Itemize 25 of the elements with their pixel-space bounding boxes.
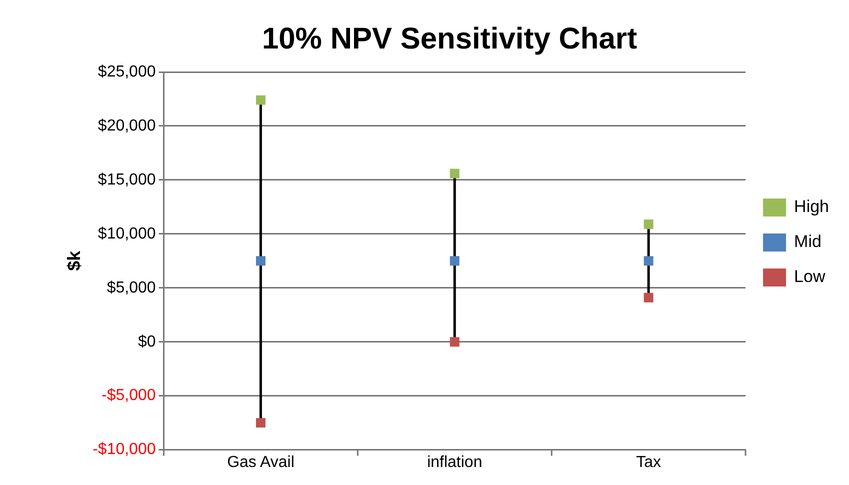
y-tick-label: $20,000 [98, 117, 156, 134]
legend-label: Low [794, 267, 826, 286]
y-axis-title: $k [64, 250, 84, 271]
x-tick-label: Tax [636, 454, 662, 471]
legend-label: Mid [794, 232, 822, 252]
y-tick-label: $5,000 [106, 279, 156, 296]
x-tick-label: inflation [427, 454, 482, 471]
y-tick-label: $10,000 [98, 225, 156, 242]
point [450, 256, 460, 266]
point [256, 95, 266, 105]
y-tick-label: -$5,000 [102, 387, 156, 404]
point [644, 292, 654, 302]
point [256, 256, 266, 266]
y-tick-label: $25,000 [98, 63, 156, 80]
x-tick-label: Gas Avail [227, 454, 294, 471]
legend-label: High [794, 197, 830, 216]
point [450, 168, 460, 178]
point [256, 418, 266, 428]
point [644, 256, 654, 266]
y-tick-label: $15,000 [98, 171, 156, 188]
chart-title: 10% NPV Sensitivity Chart [262, 22, 638, 56]
point [450, 337, 460, 347]
point [644, 219, 654, 229]
y-tick-label: $0 [138, 333, 156, 350]
y-tick-label: -$10,000 [92, 441, 156, 458]
